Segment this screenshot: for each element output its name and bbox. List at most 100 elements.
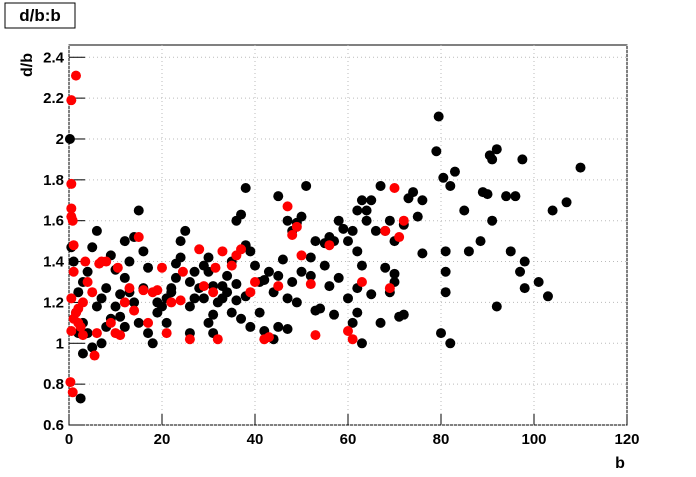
point — [184, 276, 195, 287]
point — [208, 287, 219, 298]
point — [282, 323, 293, 334]
point — [64, 133, 75, 144]
point — [463, 246, 474, 257]
point — [231, 279, 242, 290]
point — [143, 262, 154, 273]
point — [112, 262, 123, 273]
point — [147, 338, 158, 349]
point — [475, 236, 486, 247]
y-tick-label: 0.6 — [43, 417, 64, 434]
point — [408, 187, 419, 198]
point — [449, 166, 460, 177]
point — [157, 262, 167, 273]
point — [66, 203, 77, 214]
point — [198, 260, 209, 271]
point — [273, 270, 284, 281]
point — [398, 215, 409, 226]
point — [166, 287, 177, 298]
point — [487, 215, 498, 226]
point — [129, 305, 140, 316]
point — [440, 287, 451, 298]
point — [75, 393, 86, 404]
point — [491, 301, 502, 312]
y-axis-label: d/b — [19, 53, 36, 77]
point — [87, 242, 98, 253]
point — [333, 272, 344, 283]
point — [73, 287, 84, 298]
title-box — [4, 2, 76, 29]
point — [133, 205, 144, 216]
point — [96, 293, 107, 304]
point — [380, 262, 391, 273]
point — [431, 146, 442, 157]
point — [180, 225, 191, 236]
point — [254, 307, 265, 318]
point — [91, 225, 102, 236]
point — [184, 334, 195, 345]
point — [138, 246, 149, 257]
point — [68, 256, 79, 267]
point — [380, 225, 391, 236]
point — [482, 189, 493, 200]
y-tick-label: 1.2 — [43, 294, 64, 311]
point — [296, 266, 307, 277]
point — [389, 268, 400, 279]
point — [515, 266, 526, 277]
point — [305, 252, 316, 263]
point — [231, 215, 242, 226]
point — [319, 260, 330, 271]
point — [417, 195, 428, 206]
point — [143, 328, 154, 339]
point — [91, 301, 102, 312]
point — [73, 303, 84, 314]
point — [438, 172, 449, 183]
point — [124, 256, 135, 267]
point — [175, 236, 186, 247]
point — [291, 297, 302, 308]
point — [356, 195, 367, 206]
point — [175, 295, 186, 306]
point — [68, 266, 79, 277]
point — [170, 272, 181, 283]
point — [212, 334, 223, 345]
point — [75, 321, 86, 332]
point — [561, 197, 572, 208]
y-tick-label: 2.2 — [43, 90, 64, 107]
point — [67, 387, 78, 398]
point — [338, 223, 349, 234]
point — [217, 281, 228, 292]
x-tick-label: 80 — [433, 431, 450, 448]
x-tick-label: 40 — [247, 431, 264, 448]
point — [101, 283, 112, 294]
chart-title: d/b:b — [19, 6, 61, 25]
point — [347, 317, 358, 328]
point — [129, 297, 140, 308]
point — [175, 252, 186, 263]
point — [67, 215, 78, 226]
point — [384, 215, 395, 226]
point — [119, 297, 130, 308]
point — [133, 232, 144, 243]
y-tick-label: 1.8 — [43, 172, 64, 189]
point — [310, 236, 321, 247]
point — [375, 180, 386, 191]
x-tick-label: 0 — [65, 431, 73, 448]
point — [375, 317, 386, 328]
point — [161, 328, 172, 339]
point — [366, 289, 377, 300]
point — [517, 154, 528, 165]
point — [310, 305, 321, 316]
point — [287, 276, 298, 287]
point — [77, 348, 88, 359]
point — [436, 328, 446, 339]
point — [282, 215, 293, 226]
point — [273, 321, 284, 332]
point — [324, 281, 335, 292]
point — [101, 256, 112, 267]
point — [343, 293, 353, 304]
point — [152, 285, 163, 296]
point — [68, 240, 79, 251]
point — [212, 297, 223, 308]
point — [440, 246, 451, 257]
